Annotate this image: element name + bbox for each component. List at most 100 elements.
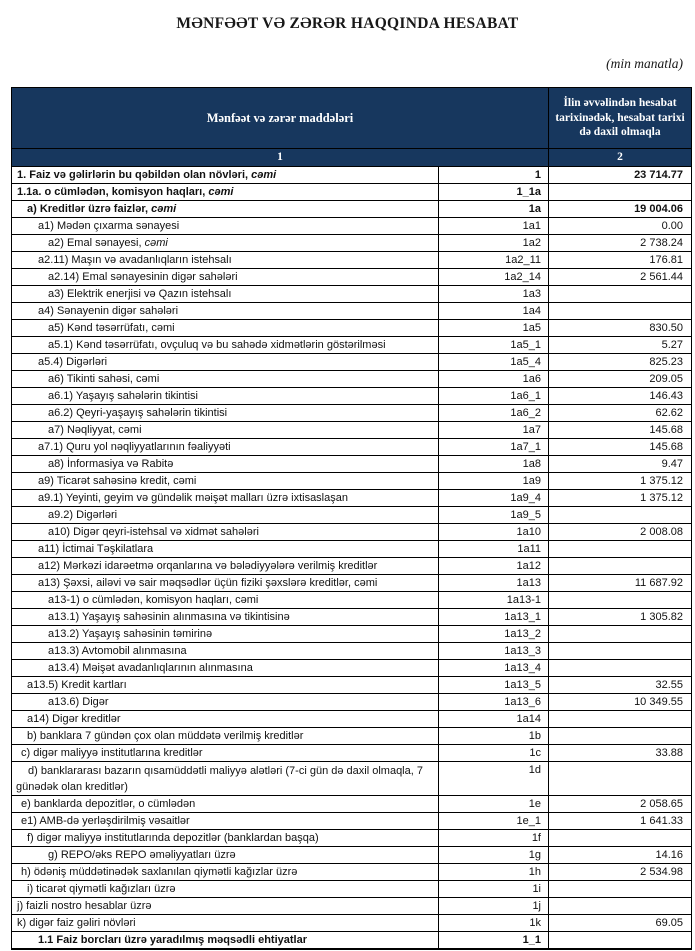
row-code: 1f — [439, 830, 549, 846]
row-label-text: k) digər faiz gəliri növləri — [17, 917, 136, 929]
row-label: a12) Mərkəzi idarəetmə orqanlarına və bə… — [12, 558, 439, 574]
row-label: a13.4) Məişət avadanlıqlarının alınmasın… — [12, 660, 439, 676]
row-value: 1 375.12 — [640, 475, 683, 487]
row-label-text: 1.1a. o cümlədən, komisyon haqları, — [17, 186, 209, 198]
table-row: f) digər maliyyə institutlarında depozit… — [12, 829, 691, 846]
row-code: 1a13_3 — [439, 643, 549, 659]
row-label-text: a12) Mərkəzi idarəetmə orqanlarına və bə… — [38, 560, 378, 572]
row-code: 1e_1 — [439, 813, 549, 829]
row-label: j) faizli nostro hesablar üzrə — [12, 898, 439, 914]
row-value: 14.16 — [655, 849, 683, 861]
row-label-text: a9) Ticarət sahəsinə kredit, cəmi — [38, 475, 197, 487]
row-code: 1g — [439, 847, 549, 863]
row-value: 32.55 — [655, 679, 683, 691]
row-label-text: 1. Faiz və gəlirlərin bu qəbildən olan n… — [17, 169, 252, 181]
row-label: a5) Kənd təsərrüfatı, cəmi — [12, 320, 439, 336]
row-label-text: a9.2) Digərləri — [48, 509, 118, 521]
row-code: 1 — [439, 167, 549, 183]
row-value: 69.05 — [655, 917, 683, 929]
row-label-text: c) digər maliyyə institutlarına kreditlə… — [21, 747, 203, 759]
row-label-text: f) digər maliyyə institutlarında depozit… — [27, 832, 319, 844]
row-value — [549, 592, 691, 608]
row-label: a7.1) Quru yol nəqliyyatlarının fəaliyyə… — [12, 439, 439, 455]
table-row: 1.1a. o cümlədən, komisyon haqları, cəmi… — [12, 183, 691, 200]
row-value — [549, 626, 691, 642]
row-code: 1a13-1 — [439, 592, 549, 608]
row-label-text: i) ticarət qiymətli kağızları üzrə — [27, 883, 176, 895]
row-code: 1a2_11 — [439, 252, 549, 268]
row-code: 1j — [439, 898, 549, 914]
row-code: 1a4 — [439, 303, 549, 319]
table-row: a1) Mədən çıxarma sənayesi 1a1 0.00 — [12, 217, 691, 234]
row-label: a4) Sənayenin digər sahələri — [12, 303, 439, 319]
row-label-text: a11) İctimai Təşkilatlara — [38, 543, 154, 555]
row-label: h) ödəniş müddətinədək saxlanılan qiymət… — [12, 864, 439, 880]
row-code: 1a5_4 — [439, 354, 549, 370]
page-title: MƏNFƏƏT VƏ ZƏRƏR HAQQINDA HESABAT — [176, 15, 519, 32]
table-row: a7) Nəqliyyat, cəmi 1a7 145.68 — [12, 421, 691, 438]
row-code: 1a5 — [439, 320, 549, 336]
profit-loss-table: Mənfəət və zərər maddələri İlin əvvəlind… — [11, 87, 692, 950]
table-row: a13) Şəxsi, ailəvi və sair məqsədlər üçü… — [12, 574, 691, 591]
row-label: a14) Digər kreditlər — [12, 711, 439, 727]
row-label: d) banklararası bazarın qısamüddətli mal… — [12, 762, 439, 795]
row-code: 1a9 — [439, 473, 549, 489]
table-row: j) faizli nostro hesablar üzrə 1j — [12, 897, 691, 914]
row-value: 209.05 — [649, 373, 683, 385]
row-value — [549, 541, 691, 557]
row-code: 1i — [439, 881, 549, 897]
row-label-text: a1) Mədən çıxarma sənayesi — [38, 220, 180, 232]
table-row: a8) İnformasiya və Rabitə 1a8 9.47 — [12, 455, 691, 472]
row-value: 2 738.24 — [640, 237, 683, 249]
row-label: a13) Şəxsi, ailəvi və sair məqsədlər üçü… — [12, 575, 439, 591]
table-row: a13.5) Kredit kartları 1a13_5 32.55 — [12, 676, 691, 693]
row-label: a2.11) Maşın və avadanlıqların istehsalı — [12, 252, 439, 268]
row-code: 1a2 — [439, 235, 549, 251]
row-value — [549, 932, 691, 948]
row-value: 1 305.82 — [640, 611, 683, 623]
row-label: g) REPO/əks REPO əməliyyatları üzrə — [12, 847, 439, 863]
row-label-text: a13.3) Avtomobil alınmasına — [48, 645, 187, 657]
table-row: a14) Digər kreditlər 1a14 — [12, 710, 691, 727]
row-label: a5.1) Kənd təsərrüfatı, ovçuluq və bu sa… — [12, 337, 439, 353]
row-code: 1a13_5 — [439, 677, 549, 693]
row-label: i) ticarət qiymətli kağızları üzrə — [12, 881, 439, 897]
row-code: 1b — [439, 728, 549, 744]
row-label-text: a6) Tikinti sahəsi, cəmi — [48, 373, 160, 385]
row-code: 1a10 — [439, 524, 549, 540]
table-row: a5.1) Kənd təsərrüfatı, ovçuluq və bu sa… — [12, 336, 691, 353]
row-value: 1 375.12 — [640, 492, 683, 504]
table-row: a9) Ticarət sahəsinə kredit, cəmi 1a9 1 37… — [12, 472, 691, 489]
table-row: a9.2) Digərləri 1a9_5 — [12, 506, 691, 523]
row-label-text: g) REPO/əks REPO əməliyyatları üzrə — [48, 849, 236, 861]
table-row: h) ödəniş müddətinədək saxlanılan qiymət… — [12, 863, 691, 880]
row-code: 1a6 — [439, 371, 549, 387]
table-row: a2) Emal sənayesi, cəmi 1a2 2 738.24 — [12, 234, 691, 251]
row-code: 1e — [439, 796, 549, 812]
row-value: 5.27 — [661, 339, 683, 351]
row-value: 176.81 — [649, 254, 683, 266]
row-label-emphasis: cəmi — [251, 169, 277, 181]
row-label: a11) İctimai Təşkilatlara — [12, 541, 439, 557]
row-code: 1a12 — [439, 558, 549, 574]
row-label: e) banklarda depozitlər, o cümlədən — [12, 796, 439, 812]
row-value — [549, 643, 691, 659]
row-label-text: b) banklara 7 gündən çox olan müddətə ve… — [27, 730, 304, 742]
row-value: 0.00 — [661, 220, 683, 232]
table-row: a13.2) Yaşayış sahəsinin təmirinə 1a13_2 — [12, 625, 691, 642]
row-value: 11 687.92 — [634, 577, 683, 589]
row-code: 1a13_6 — [439, 694, 549, 710]
row-label: a7) Nəqliyyat, cəmi — [12, 422, 439, 438]
row-label-text: a2.11) Maşın və avadanlıqların istehsalı — [38, 254, 232, 266]
table-row: d) banklararası bazarın qısamüddətli mal… — [12, 761, 691, 795]
row-label: a3) Elektrik enerjisi və Qazın istehsalı — [12, 286, 439, 302]
row-value: 1 641.33 — [640, 815, 683, 827]
row-label-text: a6.1) Yaşayış sahələrin tikintisi — [48, 390, 198, 402]
row-label: c) digər maliyyə institutlarına kreditlə… — [12, 745, 439, 761]
row-code: 1a7 — [439, 422, 549, 438]
row-code: 1a13_4 — [439, 660, 549, 676]
row-label-text: a4) Sənayenin digər sahələri — [38, 305, 179, 317]
table-row: a12) Mərkəzi idarəetmə orqanlarına və bə… — [12, 557, 691, 574]
row-value — [549, 728, 691, 744]
table-row: 1. Faiz və gəlirlərin bu qəbildən olan n… — [12, 166, 691, 183]
